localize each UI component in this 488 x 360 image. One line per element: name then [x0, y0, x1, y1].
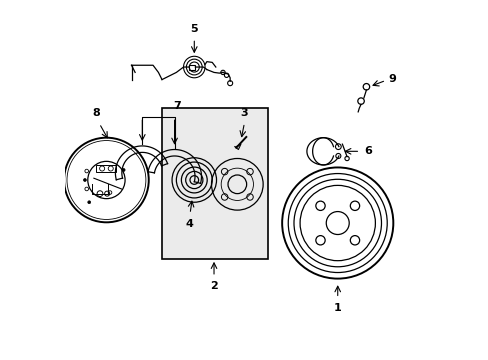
Text: 8: 8 [92, 108, 100, 118]
Text: 2: 2 [210, 281, 218, 291]
Circle shape [83, 179, 86, 181]
Bar [162, 108, 267, 259]
Circle shape [122, 168, 125, 171]
Text: 1: 1 [333, 303, 341, 313]
Text: 5: 5 [190, 24, 198, 34]
Bar [188, 64, 195, 69]
Text: 7: 7 [172, 101, 180, 111]
Text: 6: 6 [363, 146, 371, 156]
Text: 3: 3 [240, 108, 248, 118]
Text: 4: 4 [185, 219, 193, 229]
Circle shape [88, 201, 90, 204]
Bar [96, 165, 116, 172]
Text: 9: 9 [388, 74, 396, 84]
